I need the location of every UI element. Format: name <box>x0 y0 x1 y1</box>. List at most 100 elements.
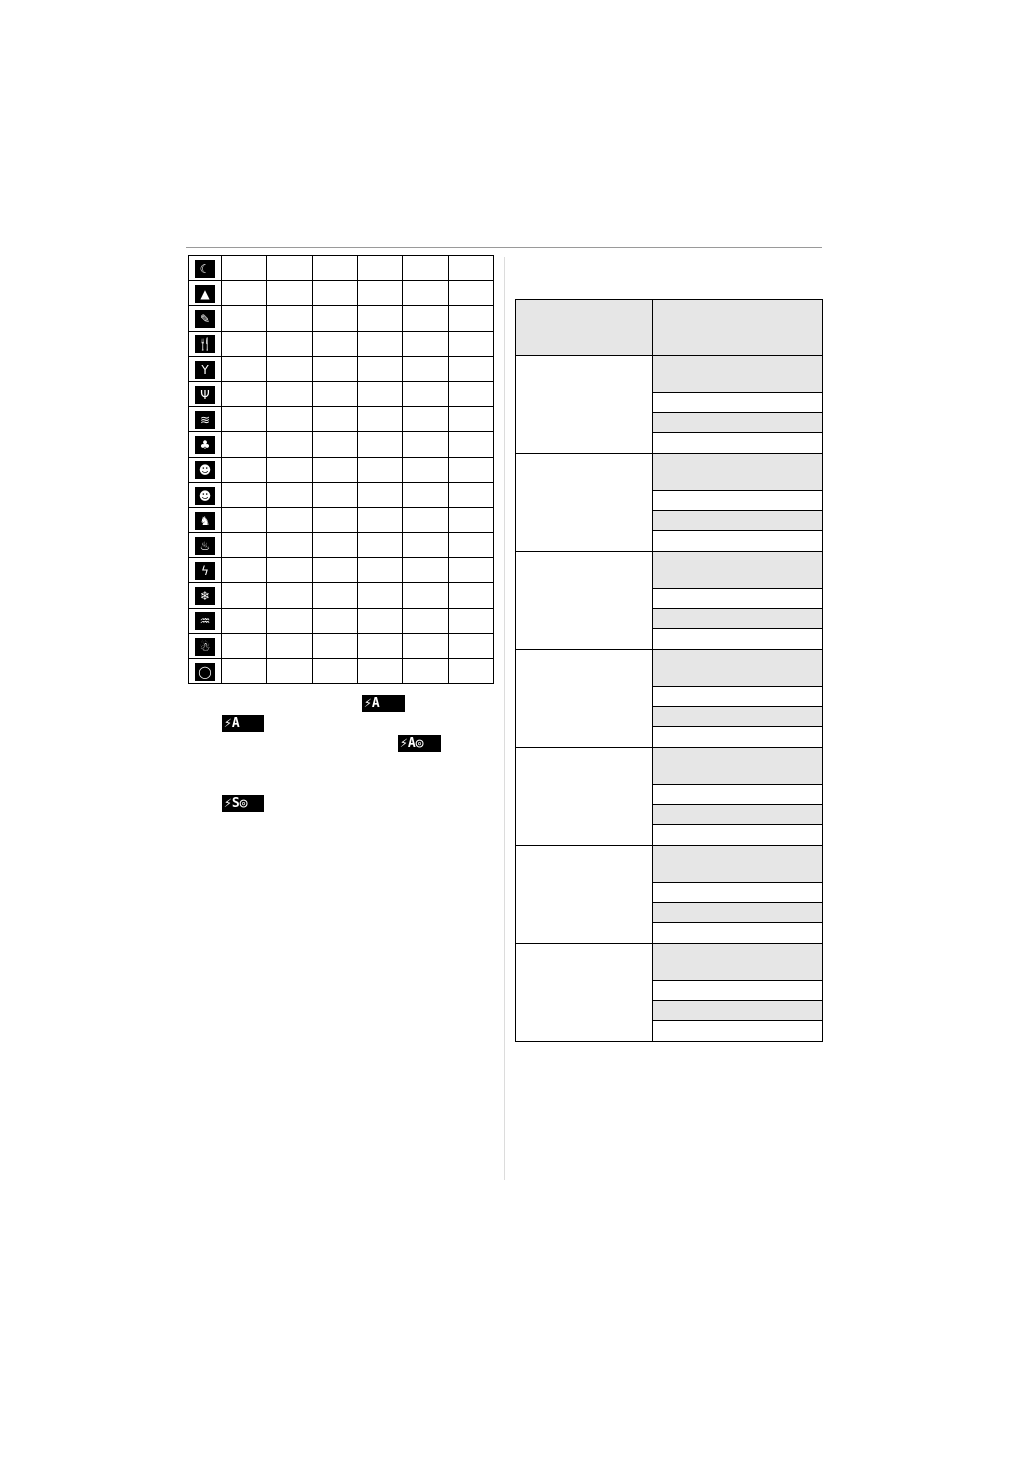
flash-auto-icon: ⚡A <box>362 695 405 712</box>
scene-mode-table: ☾ ▲ ✎ 🍴 Y Ψ ≋ ♣ ☻ ☻ ♞ ♨ ϟ ❄ ♒ ☃ ◯ <box>188 254 495 685</box>
settings-table <box>515 299 823 1042</box>
table-cell <box>266 355 313 382</box>
flash-auto-red-eye-icon: ⚡A◎ <box>398 735 441 752</box>
table-cell <box>653 846 822 883</box>
scene-icon-cell: Ψ <box>188 380 222 408</box>
table-cell <box>266 456 313 483</box>
table-cell <box>447 632 495 660</box>
table-cell <box>266 406 313 433</box>
table-cell <box>311 481 358 508</box>
table-cell <box>220 330 268 357</box>
table-cell <box>266 380 313 408</box>
scene-icon-cell: ☾ <box>188 254 222 282</box>
table-cell <box>447 355 495 382</box>
table-cell <box>220 406 268 433</box>
table-header-row <box>516 300 822 356</box>
table-cell <box>220 657 268 685</box>
table-cell <box>311 532 358 559</box>
scene-icon-cell: ▲ <box>188 280 222 307</box>
scene-icon-cell: ≋ <box>188 406 222 433</box>
table-group <box>516 748 822 846</box>
table-row: ≋ <box>188 406 495 433</box>
table-cell <box>220 506 268 534</box>
table-cell <box>356 582 404 609</box>
table-cell <box>266 557 313 584</box>
table-cell <box>402 330 449 357</box>
table-cell <box>402 632 449 660</box>
table-row: ❄ <box>188 582 495 609</box>
table-cell <box>653 650 822 687</box>
table-cell <box>356 406 404 433</box>
scene-icon-cell: ♞ <box>188 506 222 534</box>
table-cell <box>653 511 822 531</box>
table-cell <box>220 532 268 559</box>
table-cell <box>402 657 449 685</box>
table-group <box>516 552 822 650</box>
table-cell <box>402 506 449 534</box>
table-cell <box>356 456 404 483</box>
table-cell <box>311 380 358 408</box>
table-cell <box>266 506 313 534</box>
table-cell <box>356 254 404 282</box>
table-group <box>516 356 822 454</box>
header-rule <box>186 247 822 248</box>
table-cell <box>402 305 449 332</box>
scene-icon-cell: ♨ <box>188 532 222 559</box>
table-group <box>516 944 822 1042</box>
table-cell <box>266 330 313 357</box>
table-cell <box>447 330 495 357</box>
table-cell <box>311 355 358 382</box>
table-cell <box>402 532 449 559</box>
table-cell <box>356 632 404 660</box>
table-cell <box>311 254 358 282</box>
table-cell <box>356 557 404 584</box>
table-cell <box>356 506 404 534</box>
baby-1-icon: ≋ <box>195 410 215 429</box>
table-cell <box>447 557 495 584</box>
table-cell <box>447 506 495 534</box>
table-cell <box>266 657 313 685</box>
table-cell <box>266 280 313 307</box>
table-cell <box>653 393 822 413</box>
underwater-icon: ☃ <box>195 637 215 656</box>
table-cell <box>447 657 495 685</box>
table-cell <box>447 431 495 458</box>
table-cell <box>220 557 268 584</box>
table-cell <box>356 355 404 382</box>
table-cell <box>311 406 358 433</box>
baby-2-icon: ♣ <box>195 436 215 455</box>
night-framing-icon: ✎ <box>195 310 215 329</box>
table-cell <box>653 748 822 785</box>
table-cell <box>653 609 822 629</box>
table-cell <box>356 607 404 634</box>
table-cell <box>311 330 358 357</box>
table-row: ♨ <box>188 532 495 559</box>
table-cell <box>356 380 404 408</box>
table-cell <box>402 557 449 584</box>
table-cell <box>220 380 268 408</box>
table-cell <box>653 491 822 511</box>
table-cell <box>220 305 268 332</box>
table-cell <box>356 280 404 307</box>
table-cell <box>356 657 404 685</box>
table-cell <box>447 280 495 307</box>
scene-icon-cell: 🍴 <box>188 330 222 357</box>
table-cell <box>220 456 268 483</box>
food-icon: 🍴 <box>195 335 215 354</box>
table-row: ♣ <box>188 431 495 458</box>
night-scenery-icon: ▲ <box>195 285 215 304</box>
table-cell <box>653 356 822 393</box>
table-cell <box>311 632 358 660</box>
table-cell <box>402 582 449 609</box>
table-cell <box>447 532 495 559</box>
scene-icon-cell: ☻ <box>188 456 222 483</box>
table-cell <box>653 785 822 805</box>
table-cell <box>447 254 495 282</box>
party-icon: Y <box>195 360 215 379</box>
table-cell <box>311 506 358 534</box>
table-cell <box>447 406 495 433</box>
table-cell <box>653 629 822 650</box>
table-cell <box>220 607 268 634</box>
table-row: ♒ <box>188 607 495 634</box>
